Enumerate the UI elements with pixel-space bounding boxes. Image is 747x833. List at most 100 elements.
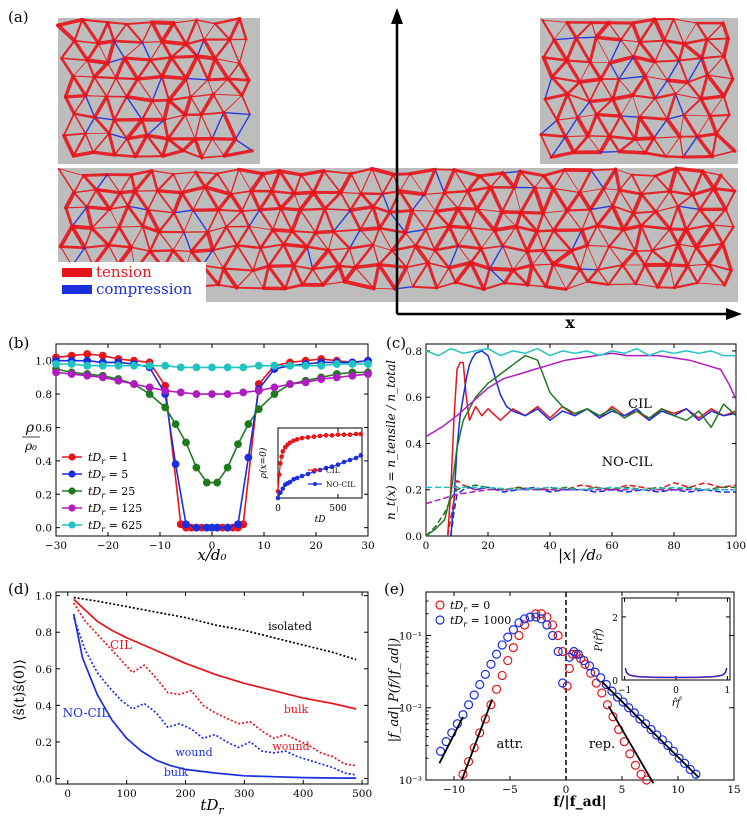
tension-bond <box>161 137 170 158</box>
y-tick-label: 0 <box>612 677 618 687</box>
tension-bond <box>119 191 129 208</box>
tensile-line <box>426 486 736 491</box>
density-point <box>182 520 190 529</box>
x-tick-label: 400 <box>293 788 313 800</box>
y-axis-title-den: ρ₀ <box>24 439 37 453</box>
tension-bond <box>150 169 159 192</box>
x-axis-title: tDr <box>200 796 224 817</box>
tension-bond <box>342 279 376 291</box>
tension-bond <box>348 205 375 212</box>
compression-bond <box>183 231 192 253</box>
tension-bond <box>107 118 116 135</box>
tension-bond <box>194 170 207 189</box>
tension-bond <box>639 224 672 231</box>
tension-bond <box>640 224 654 252</box>
tension-bond <box>217 267 225 287</box>
tension-bond <box>589 61 611 64</box>
tension-bond <box>652 17 667 43</box>
compression-bond <box>666 114 685 121</box>
tension-bond <box>183 95 193 117</box>
compression-bond <box>211 111 225 140</box>
compression-bond <box>234 138 253 152</box>
tension-bond <box>348 247 356 268</box>
tension-bond <box>93 75 118 80</box>
tension-bond <box>150 20 176 26</box>
tension-bond <box>279 207 294 233</box>
tension-bond <box>643 136 656 155</box>
density-point <box>114 376 123 385</box>
force-point <box>607 686 617 696</box>
tension-bond <box>433 244 460 252</box>
tension-bond <box>531 249 545 266</box>
tension-bond <box>608 114 622 138</box>
tension-bond <box>695 242 724 249</box>
y-axis-title: |f_ad| P(f/|f_ad|) <box>387 638 402 743</box>
tensile-line <box>450 486 736 537</box>
tension-bond <box>184 114 196 140</box>
tension-bond <box>630 21 642 44</box>
tension-bond <box>238 17 248 41</box>
force-point <box>475 679 485 690</box>
tension-bond <box>271 228 294 233</box>
tension-bond <box>106 173 121 194</box>
tension-bond <box>163 114 186 121</box>
tension-bond <box>311 190 327 211</box>
tension-bond <box>708 113 731 118</box>
tension-bond <box>217 209 228 228</box>
density-point <box>244 420 253 429</box>
y-tick-label: 10⁻³ <box>399 775 422 787</box>
tension-bond <box>299 209 317 234</box>
tension-bond <box>211 244 238 251</box>
tension-bond <box>679 114 685 138</box>
y-tick-label: 0.0 <box>35 523 52 535</box>
tension-bond <box>662 39 686 46</box>
tension-bond <box>229 190 253 196</box>
tension-bond <box>360 168 373 195</box>
tension-bond <box>216 192 233 212</box>
compression-bond <box>222 111 251 116</box>
tension-bond <box>457 190 469 210</box>
density-point <box>239 363 248 372</box>
force-point <box>536 614 546 624</box>
tension-bond <box>272 207 282 231</box>
density-point <box>145 361 154 370</box>
inset-point <box>275 495 281 501</box>
force-point <box>573 649 583 659</box>
tension-bond <box>699 73 709 101</box>
tension-bond <box>700 169 716 191</box>
tension-bond <box>63 74 75 99</box>
tension-bond <box>189 248 215 254</box>
compression-bond <box>381 193 391 213</box>
force-point <box>685 764 695 775</box>
tension-bond <box>235 244 262 250</box>
tension-bond <box>172 249 192 253</box>
no-cil-annotation: NO-CIL <box>63 706 110 720</box>
tension-bond <box>578 168 593 194</box>
cil-annotation: CIL <box>110 638 132 652</box>
tension-bond <box>638 97 656 118</box>
tension-bond <box>378 227 393 252</box>
tension-bond <box>108 191 122 211</box>
legend-label: tDr = 125 <box>88 502 142 517</box>
compression-bond <box>590 169 605 190</box>
tension-bond <box>635 283 659 288</box>
tension-bond <box>427 262 450 269</box>
tension-bond <box>457 245 472 264</box>
tension-bond <box>563 134 576 155</box>
tension-bond <box>594 20 611 40</box>
tension-bond <box>327 230 335 251</box>
tension-bond <box>543 92 569 101</box>
tension-bond <box>698 208 714 227</box>
tension-bond <box>502 225 517 247</box>
tension-bond <box>261 169 282 176</box>
tension-bond <box>126 204 145 228</box>
tension-bond <box>332 228 362 233</box>
density-point <box>244 453 253 462</box>
compression-bond <box>404 228 427 234</box>
tension-bond <box>155 189 184 195</box>
force-point <box>629 708 639 718</box>
tension-bond <box>434 210 451 228</box>
tension-bond <box>422 167 437 196</box>
force-point <box>491 649 502 659</box>
density-profile-chart: −30 −20 −10 0 10 20 300.00.20.40.60.81.0x/d₀ρρ… <box>22 343 375 564</box>
